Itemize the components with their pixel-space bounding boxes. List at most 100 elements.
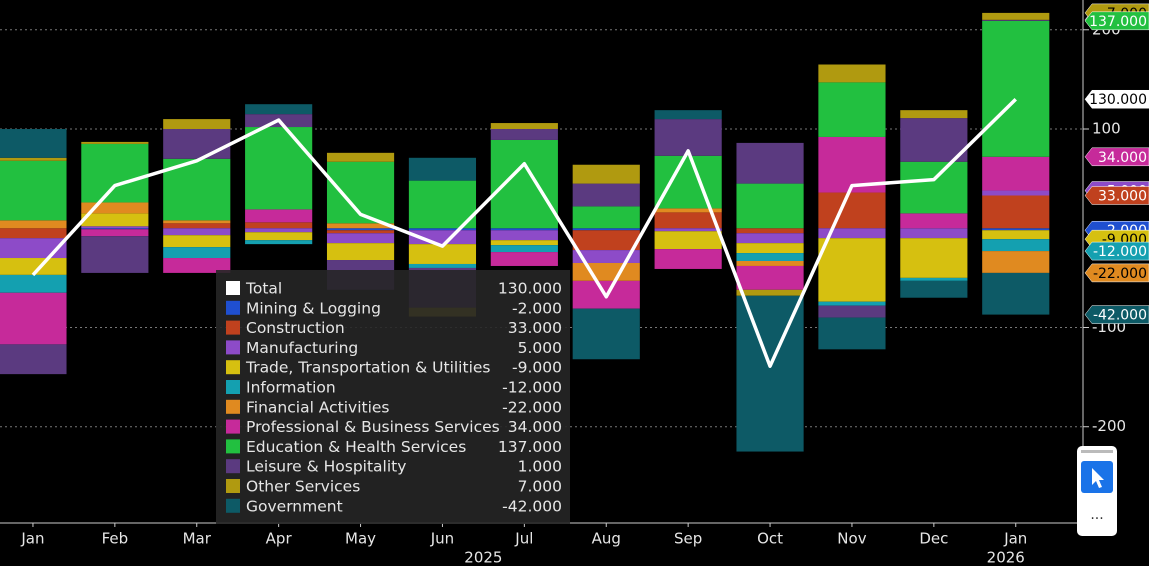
legend-label: Other Services [246, 478, 360, 496]
legend-swatch [226, 281, 240, 295]
x-tick-label: Feb [102, 530, 129, 548]
bar-segment [490, 240, 558, 246]
bar-segment [982, 272, 1050, 315]
bar-segment [490, 245, 558, 253]
x-tick-label: Nov [837, 530, 866, 548]
bar-segment [736, 243, 804, 254]
bar-segment [572, 250, 640, 263]
bar-segment [736, 265, 804, 290]
legend-label: Mining & Logging [246, 299, 381, 317]
x-tick-label: Aug [592, 530, 621, 548]
value-tag-box [1084, 241, 1149, 261]
bar-segment [490, 129, 558, 140]
more-button[interactable]: ... [1090, 507, 1103, 523]
bar-segment [0, 292, 67, 345]
bar-segment [572, 308, 640, 360]
legend-value: 33.000 [508, 319, 562, 337]
legend-swatch [226, 360, 240, 375]
bar-segment [408, 263, 477, 268]
bar-segment [245, 127, 313, 210]
bar-segment [572, 228, 640, 231]
legend-value: 1.000 [518, 458, 562, 476]
bar-segment [0, 129, 67, 158]
toolbar: ... [1077, 446, 1117, 536]
bar-segment [900, 280, 968, 298]
legend-swatch [226, 498, 240, 513]
bar-segment [654, 249, 722, 269]
bar-segment [736, 183, 804, 229]
bar-segment [736, 295, 804, 452]
bar-segment [982, 195, 1050, 229]
bar-segment [163, 228, 231, 236]
value-tag: 33.000 [1084, 186, 1149, 205]
bar-segment [982, 156, 1050, 191]
x-tick-label: Jul [514, 530, 533, 548]
bar-segment [900, 118, 968, 162]
legend-label: Government [246, 497, 343, 515]
bar-segment [654, 208, 722, 213]
bar-segment [490, 228, 558, 231]
bar-segment [982, 251, 1050, 273]
legend-swatch [226, 300, 240, 315]
bar-segment [654, 212, 722, 229]
legend-swatch [226, 439, 240, 454]
legend-swatch [226, 340, 240, 355]
bar-segment [736, 261, 804, 266]
cursor-icon [1092, 468, 1104, 488]
bar-segment [818, 192, 886, 229]
value-tag: -12.000 [1084, 241, 1149, 261]
bar-segment [982, 190, 1050, 196]
value-tag-label: -12.000 [1093, 244, 1147, 260]
bar-segment [0, 228, 67, 239]
bar-segment [982, 19, 1050, 21]
bar-segment [654, 110, 722, 120]
legend-value: 34.000 [508, 418, 562, 436]
bar-segment [81, 228, 149, 230]
bar-segment [900, 213, 968, 229]
y-tick-label: 100 [1092, 120, 1121, 138]
legend-label: Professional & Business Services [246, 418, 500, 436]
legend-swatch [226, 380, 240, 394]
bar-segment [572, 262, 640, 281]
value-tag: 34.000 [1084, 147, 1149, 167]
total-line [31, 97, 1017, 368]
value-tag-label: -22.000 [1093, 266, 1147, 282]
bar-segment [736, 142, 804, 184]
legend-label: Education & Health Services [246, 438, 466, 456]
bar-segment [736, 289, 804, 296]
bar-segment [0, 157, 67, 161]
legend-label: Financial Activities [246, 398, 390, 416]
bar-segment [654, 155, 722, 209]
legend-value: -42.000 [502, 497, 562, 515]
bar-segment [572, 230, 640, 251]
legend-swatch [226, 479, 240, 493]
bar-segment [490, 230, 558, 241]
bar-segment [245, 222, 313, 229]
bar-segment [900, 277, 968, 281]
legend-label: Total [245, 280, 282, 298]
legend-label: Manufacturing [246, 339, 358, 357]
bar-segment [81, 226, 149, 229]
value-tag-box [1084, 89, 1149, 109]
value-tag-label: -42.000 [1093, 308, 1147, 324]
bar-segment [818, 64, 886, 83]
legend-value: 7.000 [518, 478, 562, 496]
bar-segment [736, 253, 804, 262]
value-tag: 137.000 [1084, 11, 1149, 31]
legend-panel [216, 270, 570, 524]
legend-value: -22.000 [502, 398, 562, 416]
bar-segment [818, 301, 886, 306]
toolbar-handle [1081, 450, 1113, 453]
bar-segment [818, 305, 886, 318]
bar-segment [736, 233, 804, 244]
bar-segment [900, 228, 968, 239]
value-tag-label: 33.000 [1098, 189, 1147, 205]
value-tag-box [1084, 263, 1149, 283]
legend-label: Trade, Transportation & Utilities [245, 359, 491, 377]
legend-label: Construction [246, 319, 345, 337]
bar-segment [245, 228, 313, 233]
legend-swatch [226, 419, 240, 434]
bar-segment [982, 12, 1050, 20]
value-tag-box [1084, 186, 1149, 205]
legend-value: -12.000 [502, 379, 562, 397]
